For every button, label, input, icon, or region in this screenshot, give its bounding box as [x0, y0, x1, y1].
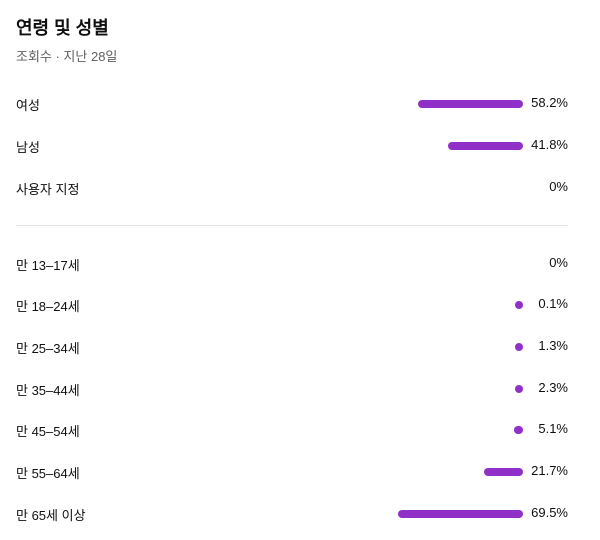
page-title: 연령 및 성별	[16, 18, 109, 38]
gender-bar	[418, 100, 523, 108]
age-row: 만 13–17세 0%	[16, 252, 568, 276]
age-bar-track	[343, 426, 523, 434]
age-bar	[515, 385, 523, 393]
age-label: 만 25–34세	[16, 341, 80, 356]
age-percent: 1.3%	[538, 338, 568, 353]
age-row: 만 65세 이상 69.5%	[16, 502, 568, 526]
age-bar-track	[343, 510, 523, 518]
gender-label: 사용자 지정	[16, 182, 80, 197]
age-percent: 2.3%	[538, 380, 568, 395]
age-bar	[515, 343, 523, 351]
age-row: 만 35–44세 2.3%	[16, 377, 568, 401]
age-row: 만 25–34세 1.3%	[16, 335, 568, 359]
gender-row: 사용자 지정 0%	[16, 176, 568, 200]
age-bar-track	[343, 343, 523, 351]
gender-bar-track	[343, 142, 523, 150]
age-bar	[397, 510, 523, 518]
age-label: 만 65세 이상	[16, 508, 86, 523]
age-percent: 21.7%	[531, 463, 568, 478]
page-subtitle: 조회수 · 지난 28일	[16, 49, 118, 64]
age-percent: 69.5%	[531, 505, 568, 520]
age-percent: 5.1%	[538, 421, 568, 436]
gender-label: 여성	[16, 98, 40, 113]
age-percent: 0.1%	[538, 296, 568, 311]
age-bar	[515, 301, 523, 309]
gender-row: 남성 41.8%	[16, 134, 568, 158]
age-row: 만 18–24세 0.1%	[16, 293, 568, 317]
age-label: 만 55–64세	[16, 466, 80, 481]
age-bar	[483, 468, 523, 476]
age-bar-track	[343, 385, 523, 393]
age-bar-track	[343, 301, 523, 309]
gender-bar-track	[343, 184, 523, 192]
divider	[16, 225, 568, 226]
age-label: 만 13–17세	[16, 258, 80, 273]
age-label: 만 18–24세	[16, 299, 80, 314]
age-percent: 0%	[549, 255, 568, 270]
gender-bar	[447, 142, 523, 150]
gender-percent: 58.2%	[531, 95, 568, 110]
age-bar	[513, 426, 523, 434]
age-bar-track	[343, 468, 523, 476]
age-label: 만 35–44세	[16, 383, 80, 398]
gender-bar-track	[343, 100, 523, 108]
age-row: 만 55–64세 21.7%	[16, 460, 568, 484]
gender-percent: 0%	[549, 179, 568, 194]
gender-row: 여성 58.2%	[16, 92, 568, 116]
age-row: 만 45–54세 5.1%	[16, 418, 568, 442]
gender-percent: 41.8%	[531, 137, 568, 152]
age-bar-track	[343, 260, 523, 268]
gender-label: 남성	[16, 140, 40, 155]
age-label: 만 45–54세	[16, 424, 80, 439]
